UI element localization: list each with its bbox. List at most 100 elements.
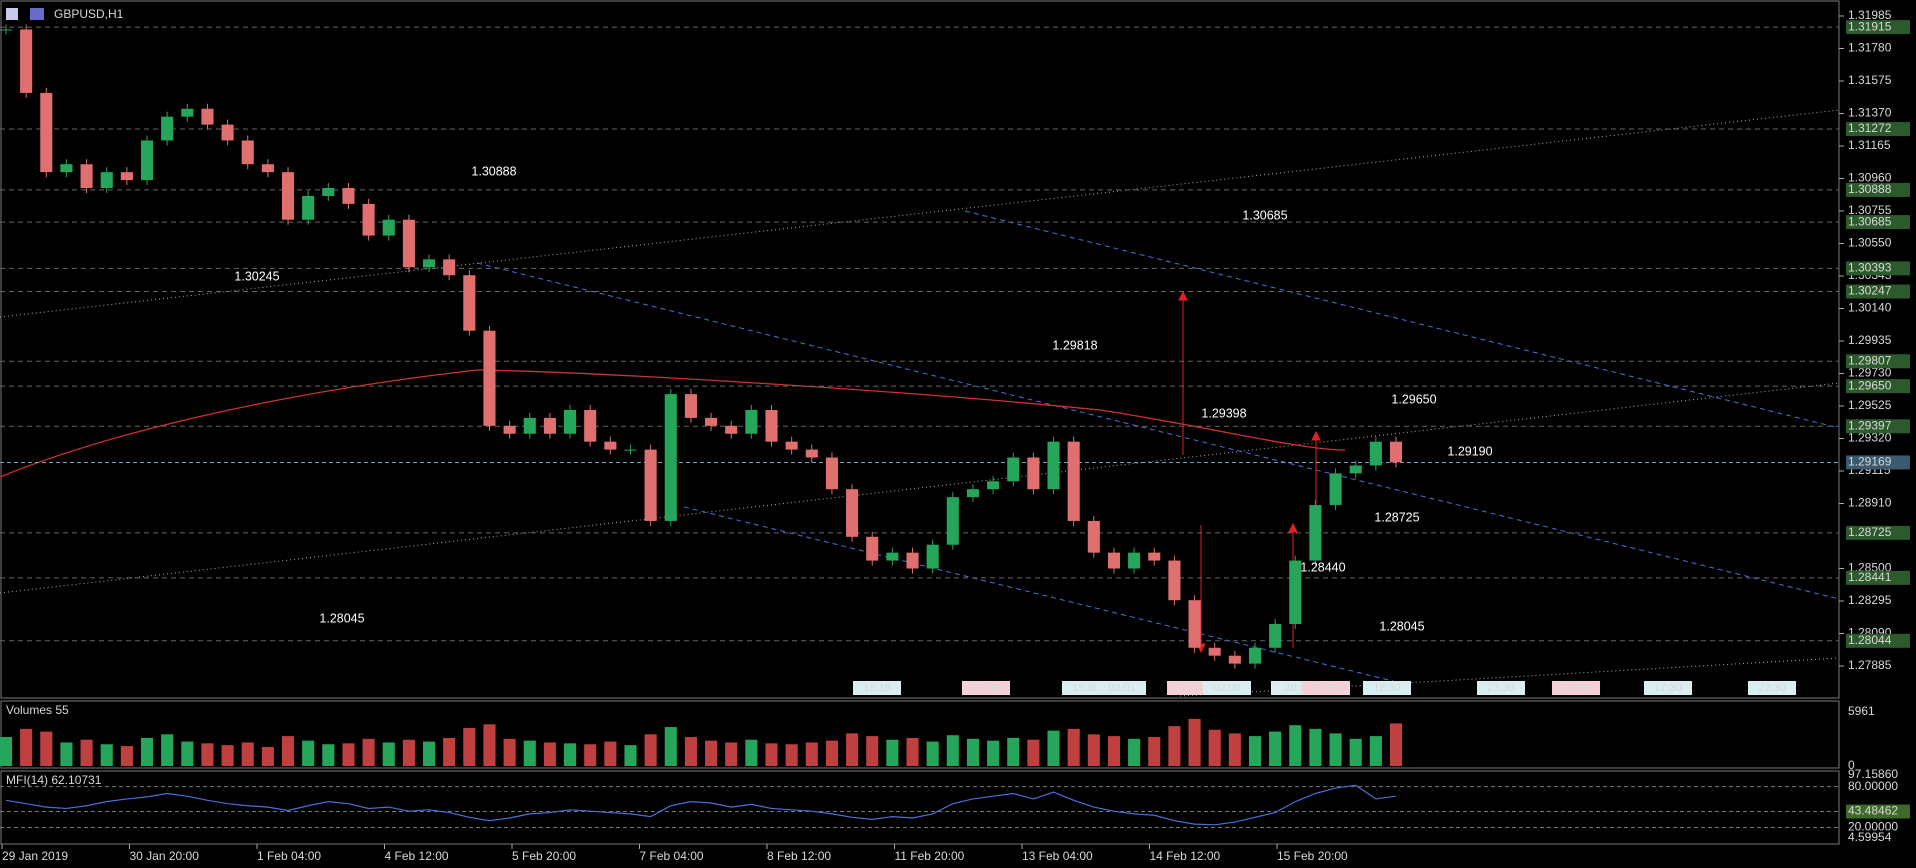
arrow-head <box>1311 430 1321 441</box>
x-tick-label: 30 Jan 20:00 <box>130 849 200 863</box>
arrow-head <box>1288 522 1298 533</box>
candle-body <box>564 409 577 434</box>
price-annotation: 1.28440 <box>1300 560 1345 574</box>
level-label-box <box>1846 182 1910 197</box>
time-marker-box <box>962 681 1010 695</box>
candle-body <box>1329 473 1342 506</box>
level-label: 1.29807 <box>1848 353 1892 367</box>
price-annotation: 1.29818 <box>1052 338 1097 352</box>
volume-bar <box>987 740 1000 766</box>
candle-body <box>281 172 295 220</box>
volume-bar <box>140 737 154 766</box>
y-tick-label: 1.28295 <box>1848 593 1892 607</box>
volume-bar <box>80 739 93 766</box>
y-tick-label: 1.31985 <box>1848 8 1892 22</box>
moving-average <box>0 369 1346 478</box>
time-marker: 02:00 <box>1213 682 1241 694</box>
volume-bar <box>342 743 355 766</box>
candle-body <box>20 29 33 93</box>
time-marker: 18:30 <box>1373 682 1401 694</box>
volume-bar <box>382 742 395 766</box>
price-annotation: 1.28045 <box>319 611 364 625</box>
volume-bar <box>1248 736 1262 766</box>
current-price-label: 1.29169 <box>1848 455 1892 469</box>
candle-body <box>846 489 859 537</box>
candle-body <box>725 425 738 434</box>
candle-body <box>1369 441 1382 466</box>
candle-body <box>1067 441 1080 521</box>
price-annotation: 1.30245 <box>234 269 279 283</box>
candle-body <box>1148 552 1161 561</box>
candle-body <box>161 116 174 141</box>
volume-bar <box>644 734 657 766</box>
time-marker: 18:3 <box>1180 682 1201 694</box>
candle-body <box>805 449 818 458</box>
candle-body <box>543 417 556 434</box>
y-tick-label: 80.00000 <box>1848 779 1898 793</box>
candle-body <box>1107 552 1121 569</box>
time-marker: 23:30 <box>972 682 1000 694</box>
candle-body <box>1269 623 1282 648</box>
time-marker-box <box>1477 681 1525 695</box>
candle-body <box>866 536 879 561</box>
volume-bar <box>1087 734 1100 766</box>
candle-body <box>302 195 315 220</box>
candle-body <box>926 544 939 569</box>
volume-bar <box>966 738 979 766</box>
level-label: 1.29397 <box>1848 418 1892 432</box>
candle-body <box>523 417 536 434</box>
candle-body <box>201 108 214 125</box>
price-annotation: 1.30685 <box>1242 208 1287 222</box>
candle-body <box>765 409 778 442</box>
price-annotation: 1.29190 <box>1447 444 1492 458</box>
volume-bar <box>1188 718 1201 766</box>
level-label-box <box>1846 379 1910 394</box>
y-tick-label: 1.30140 <box>1848 301 1892 315</box>
level-label-box <box>1846 525 1910 540</box>
candle-body <box>40 92 53 173</box>
volume-bar <box>322 744 335 766</box>
volume-bar <box>1067 728 1080 766</box>
y-tick-label: 1.31575 <box>1848 73 1892 87</box>
y-tick-label: 1.29935 <box>1848 333 1892 347</box>
candle-body <box>443 259 456 276</box>
volume-bar <box>40 731 53 766</box>
candle-body <box>745 409 758 434</box>
candle-body <box>1007 457 1020 482</box>
time-marker-box <box>1748 681 1796 695</box>
candle-body <box>322 188 335 196</box>
candle-body <box>705 417 718 426</box>
level-label: 1.30888 <box>1848 182 1892 196</box>
candle-body <box>664 394 677 521</box>
candle-body <box>886 552 899 561</box>
level-label-box <box>1846 419 1910 434</box>
y-tick-label: 1.31780 <box>1848 41 1892 55</box>
time-marker: 15:30 <box>1072 682 1100 694</box>
candle-body <box>221 124 234 141</box>
price-annotation: 1.28045 <box>1379 619 1424 633</box>
y-tick-label: 43.48462 <box>1848 804 1898 818</box>
volume-bar <box>946 735 959 766</box>
y-tick-label: 1.28910 <box>1848 496 1892 510</box>
candle-body <box>402 219 415 268</box>
time-marker-box <box>1363 681 1411 695</box>
volume-bar <box>684 737 697 766</box>
level-label-box <box>1846 354 1910 369</box>
candle-body <box>946 497 959 545</box>
candle-body <box>261 164 274 173</box>
volume-bar <box>423 741 436 766</box>
x-tick-label: 15 Feb 20:00 <box>1277 849 1348 863</box>
price-annotation: 1.30888 <box>471 164 516 178</box>
y-tick-label: 1.31165 <box>1848 138 1891 152</box>
volume-bar <box>866 736 879 766</box>
candle-body <box>423 259 436 268</box>
volume-bar <box>1349 738 1362 766</box>
trend-line <box>0 109 1840 318</box>
volume-bar <box>1389 723 1403 766</box>
volume-bar <box>765 743 778 766</box>
x-tick-label: 1 Feb 04:00 <box>257 849 321 863</box>
volume-bar <box>825 740 838 766</box>
time-marker: 17:30 <box>1654 682 1682 694</box>
volume-bar <box>120 746 133 766</box>
